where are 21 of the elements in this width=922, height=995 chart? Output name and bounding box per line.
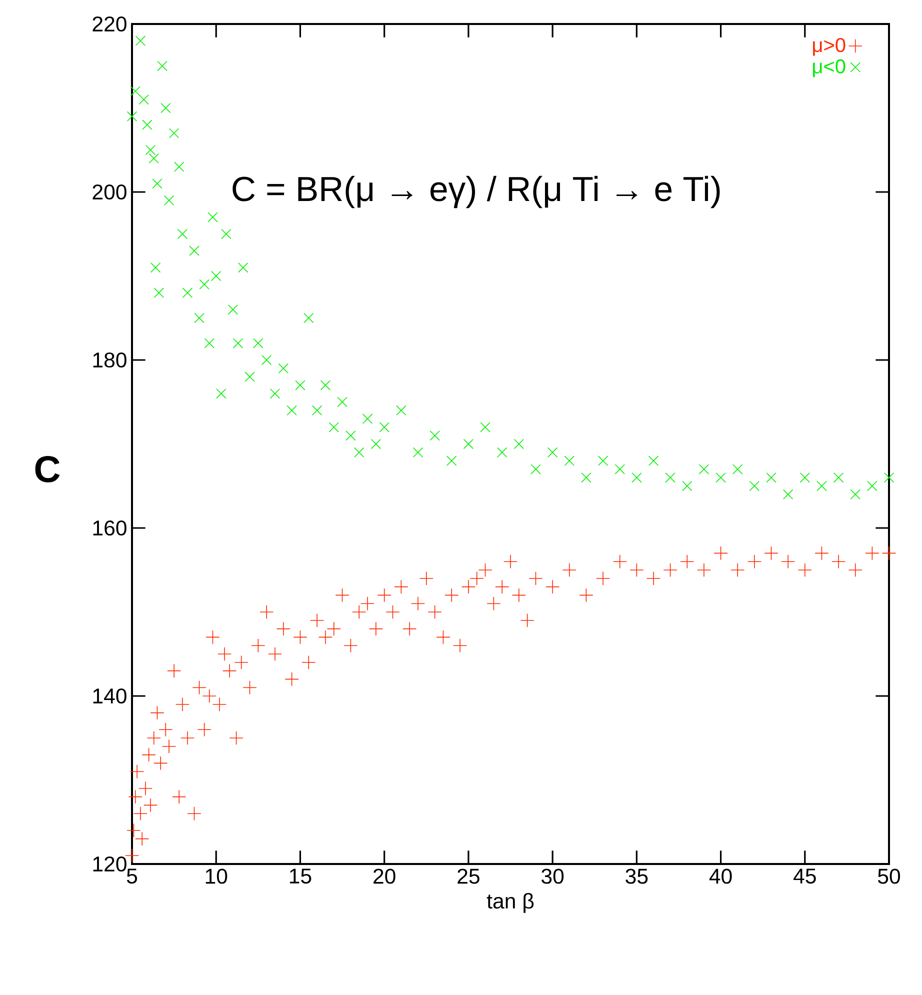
x-tick-label: 10 xyxy=(206,868,228,884)
x-tick-label: 25 xyxy=(458,868,480,884)
legend-label: μ<0 xyxy=(813,59,846,78)
y-tick-label: 160 xyxy=(93,520,126,536)
annotation: C = BR(μ → eγ) / R(μ Ti → e Ti) xyxy=(232,176,720,208)
y-tick-label: 220 xyxy=(92,16,126,32)
x-tick-label: 30 xyxy=(542,868,564,884)
legend-label: μ>0 xyxy=(813,38,846,56)
y-tick-label: 180 xyxy=(93,352,126,368)
x-tick-label: 45 xyxy=(794,868,816,884)
x-tick-label: 5 xyxy=(126,868,138,884)
x-tick-label: 15 xyxy=(290,868,312,884)
y-axis-title: C xyxy=(35,456,60,482)
x-tick-label: 40 xyxy=(709,868,732,884)
y-tick-label: 200 xyxy=(92,184,126,200)
y-tick-label: 120 xyxy=(93,856,126,872)
x-axis-title: tan β xyxy=(486,892,534,913)
x-tick-label: 50 xyxy=(878,868,900,884)
x-tick-label: 20 xyxy=(374,868,396,884)
x-tick-label: 35 xyxy=(626,868,648,884)
y-tick-label: 140 xyxy=(93,688,126,704)
